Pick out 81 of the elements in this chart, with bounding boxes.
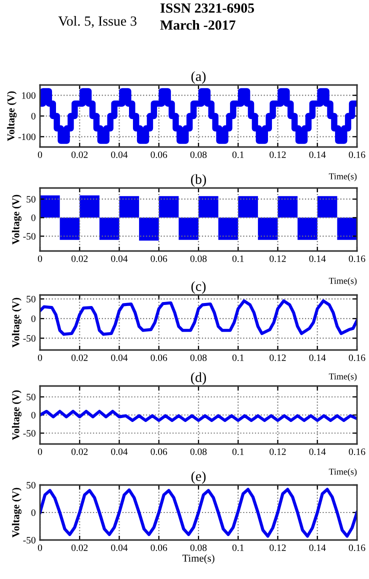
y-tick-label: 0 [31,315,36,322]
x-tick-label: 0.1 [232,151,244,158]
line-series [40,488,357,538]
y-tick-label: 0 [31,112,36,120]
x-tick-label: 0 [38,448,42,456]
x-tick-label: 0.04 [111,151,128,158]
x-tick-label: 0.08 [190,151,207,158]
x-tick-label: 0.12 [270,151,286,158]
y-axis-title: Voltage (V) [12,298,22,348]
chart-title: (a) [191,71,206,84]
x-tick-label: 0.04 [111,354,128,362]
chart-title: (d) [191,372,206,385]
y-tick-label: 50 [26,296,36,302]
x-axis-title: Time(s) [328,373,357,382]
chart-title: (b) [191,174,206,187]
x-tick-label: 0.16 [348,151,366,158]
x-tick-label: 0.1 [232,255,244,262]
x-tick-label: 0.14 [309,255,326,262]
text: March -2017 [160,20,236,30]
y-tick-label: 0 [31,509,36,516]
y-axis-title: Voltage (V) [7,91,17,142]
text: Vol. 5, Issue 3 [58,16,136,28]
x-tick-label: 0.12 [270,544,286,552]
chart-title: (c) [191,281,206,294]
x-tick-label: 0.1 [232,448,244,456]
x-tick-label: 0.06 [150,151,168,158]
line-series [40,410,357,422]
x-tick-label: 0.1 [232,544,244,552]
y-tick-label: -50 [23,335,36,342]
x-tick-label: 0.16 [348,544,366,552]
y-tick-label: 50 [26,196,36,203]
y-tick-label: -50 [23,233,36,240]
x-tick-label: 0.08 [190,255,207,262]
x-tick-label: 0.02 [71,354,88,362]
x-tick-label: 0.06 [150,255,168,262]
x-tick-label: 0 [38,354,42,362]
x-tick-label: 0.16 [348,255,366,262]
y-tick-label: -100 [18,134,36,140]
x-tick-label: 0.16 [348,354,366,362]
x-tick-label: 0.14 [309,544,326,552]
x-tick-label: 0.06 [150,354,168,362]
x-tick-label: 0.02 [71,255,88,262]
x-tick-label: 0 [38,255,42,262]
x-tick-label: 0.12 [270,354,286,362]
x-tick-label: 0.08 [190,354,207,362]
y-tick-label: 50 [26,394,36,400]
x-tick-label: 0 [38,151,42,158]
y-tick-label: -50 [23,430,36,437]
x-axis-title: Time(s) [328,173,357,182]
line-series [40,299,357,336]
text: ISSN 2321-6905 [160,3,254,13]
x-axis-title: Time(s) [328,468,357,477]
x-tick-label: 0.04 [111,544,128,552]
x-tick-label: 0.12 [270,448,286,456]
x-tick-label: 0.08 [190,448,207,456]
x-tick-label: 0.14 [309,151,326,158]
y-axis-title: Voltage (V) [12,488,22,538]
x-tick-label: 0.02 [71,151,88,158]
x-tick-label: 0.1 [232,354,244,362]
x-tick-label: 0.16 [348,448,366,456]
y-tick-label: 100 [22,92,36,99]
x-tick-label: 0.06 [150,544,168,552]
x-tick-label: 0.04 [111,448,128,456]
x-tick-label: 0.02 [71,544,88,552]
x-tick-label: 0 [38,544,42,552]
x-tick-label: 0.08 [190,544,207,552]
x-tick-label: 0.06 [150,448,168,456]
y-tick-label: 50 [26,482,36,488]
x-tick-label: 0.14 [309,354,326,362]
x-tick-label: 0.12 [270,255,286,262]
x-axis-title: Time(s) [182,554,214,564]
y-tick-label: -50 [23,536,36,544]
x-axis-title: Time(s) [328,277,357,286]
y-tick-label: 0 [31,412,36,418]
y-axis-title: Voltage (V) [12,390,22,440]
y-axis-title: Voltage (V) [12,194,22,245]
x-tick-label: 0.14 [309,448,326,456]
x-tick-label: 0.04 [111,255,128,262]
chart-title: (e) [191,471,206,484]
y-tick-label: 0 [31,214,36,222]
x-tick-label: 0.02 [71,448,88,456]
